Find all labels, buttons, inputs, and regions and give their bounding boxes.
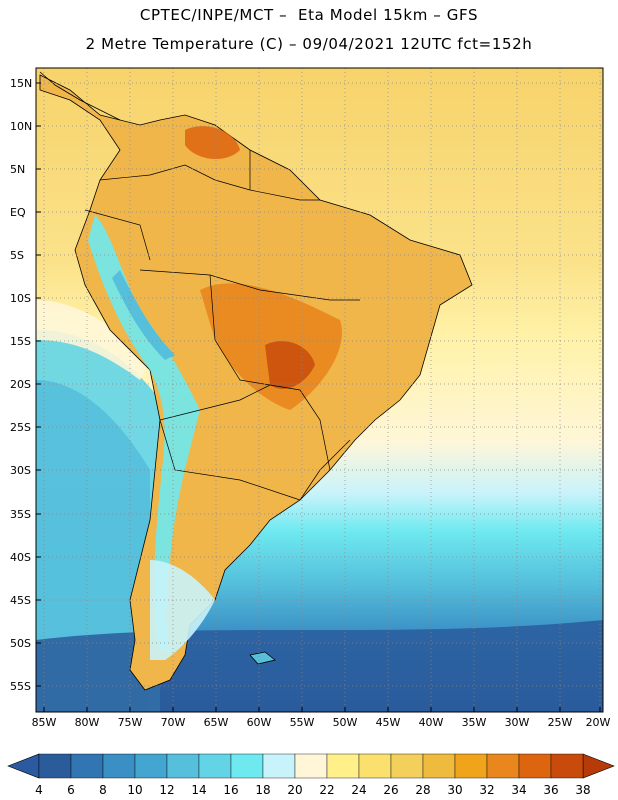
colorbar-label: 4 (35, 783, 43, 797)
colorbar (7, 753, 615, 779)
colorbar-label: 30 (447, 783, 463, 797)
lat-label-15s: 15S (10, 335, 31, 348)
colorbar-box (198, 753, 232, 779)
colorbar-label: 6 (67, 783, 75, 797)
lat-label-55s: 55S (10, 680, 31, 693)
lon-label-70w: 70W (160, 716, 186, 729)
lon-label-60w: 60W (246, 716, 272, 729)
colorbar-label: 10 (127, 783, 143, 797)
lat-label-5s: 5S (10, 249, 24, 262)
lat-label-15n: 15N (10, 77, 33, 90)
lon-label-50w: 50W (332, 716, 358, 729)
andes-cold-ridge (88, 215, 200, 650)
colorbar-label: 12 (159, 783, 175, 797)
lat-label-30s: 30S (10, 464, 31, 477)
lat-label-5n: 5N (10, 163, 26, 176)
lon-label-35w: 35W (461, 716, 487, 729)
lon-label-65w: 65W (203, 716, 229, 729)
hottest-core-region (265, 341, 315, 389)
lat-label-35s: 35S (10, 508, 31, 521)
colorbar-label: 26 (383, 783, 399, 797)
lon-label-85w: 85W (31, 716, 57, 729)
colorbar-label: 14 (191, 783, 207, 797)
lon-label-20w: 20W (585, 716, 611, 729)
colorbar-label: 38 (575, 783, 591, 797)
colorbar-label: 22 (319, 783, 335, 797)
title-line-2: 2 Metre Temperature (C) – 09/04/2021 12U… (85, 35, 533, 53)
map-frame (35, 67, 604, 713)
colorbar-box (422, 753, 456, 779)
axis-ticks (36, 82, 601, 712)
colorbar-box (390, 753, 424, 779)
falkland-islands (249, 651, 276, 665)
colorbar-label: 34 (511, 783, 527, 797)
colorbar-box (326, 753, 360, 779)
lon-label-25w: 25W (547, 716, 573, 729)
colorbar-box (102, 753, 136, 779)
colorbar-box (486, 753, 520, 779)
colorbar-box (38, 753, 72, 779)
lat-label-10n: 10N (10, 120, 33, 133)
colorbar-label: 18 (255, 783, 271, 797)
lon-label-75w: 75W (117, 716, 143, 729)
colorbar-box (262, 753, 296, 779)
pacific-mild-band (36, 300, 150, 380)
title-line-1: CPTEC/INPE/MCT – Eta Model 15km – GFS (139, 6, 479, 24)
lat-label-25s: 25S (10, 421, 31, 434)
lon-label-30w: 30W (504, 716, 530, 729)
lat-label-40s: 40S (10, 551, 31, 564)
colorbar-high-arrow (582, 753, 615, 779)
map-field (36, 68, 603, 712)
central-america-coast (39, 71, 121, 121)
colorbar-low-arrow (7, 753, 40, 779)
colorbar-label: 36 (543, 783, 559, 797)
southern-cold-region (36, 620, 603, 712)
andes-high-peaks (112, 270, 175, 360)
colorbar-box (518, 753, 552, 779)
colorbar-label: 8 (99, 783, 107, 797)
lat-label-20s: 20S (10, 378, 31, 391)
colorbar-box (358, 753, 392, 779)
colorbar-label: 24 (351, 783, 367, 797)
colorbar-label: 28 (415, 783, 431, 797)
north-hot-region (185, 126, 240, 160)
colorbar-box (166, 753, 200, 779)
patagonia-cool-region (150, 560, 215, 660)
lon-label-55w: 55W (289, 716, 315, 729)
pacific-cold-region (36, 380, 150, 712)
colorbar-box (454, 753, 488, 779)
country-borders (84, 150, 360, 501)
colorbar-box (294, 753, 328, 779)
lat-label-10s: 10S (10, 292, 31, 305)
colorbar-box (70, 753, 104, 779)
lon-label-40w: 40W (418, 716, 444, 729)
colorbar-box (230, 753, 264, 779)
colorbar-label: 20 (287, 783, 303, 797)
lat-label-45s: 45S (10, 594, 31, 607)
colorbar-label: 16 (223, 783, 239, 797)
colorbar-label: 32 (479, 783, 495, 797)
lon-label-45w: 45W (375, 716, 401, 729)
colorbar-box (550, 753, 584, 779)
lat-label-50s: 50S (10, 637, 31, 650)
graticule (36, 68, 603, 712)
lat-label-eq: EQ (10, 206, 26, 219)
colorbar-box (134, 753, 168, 779)
lon-label-80w: 80W (74, 716, 100, 729)
